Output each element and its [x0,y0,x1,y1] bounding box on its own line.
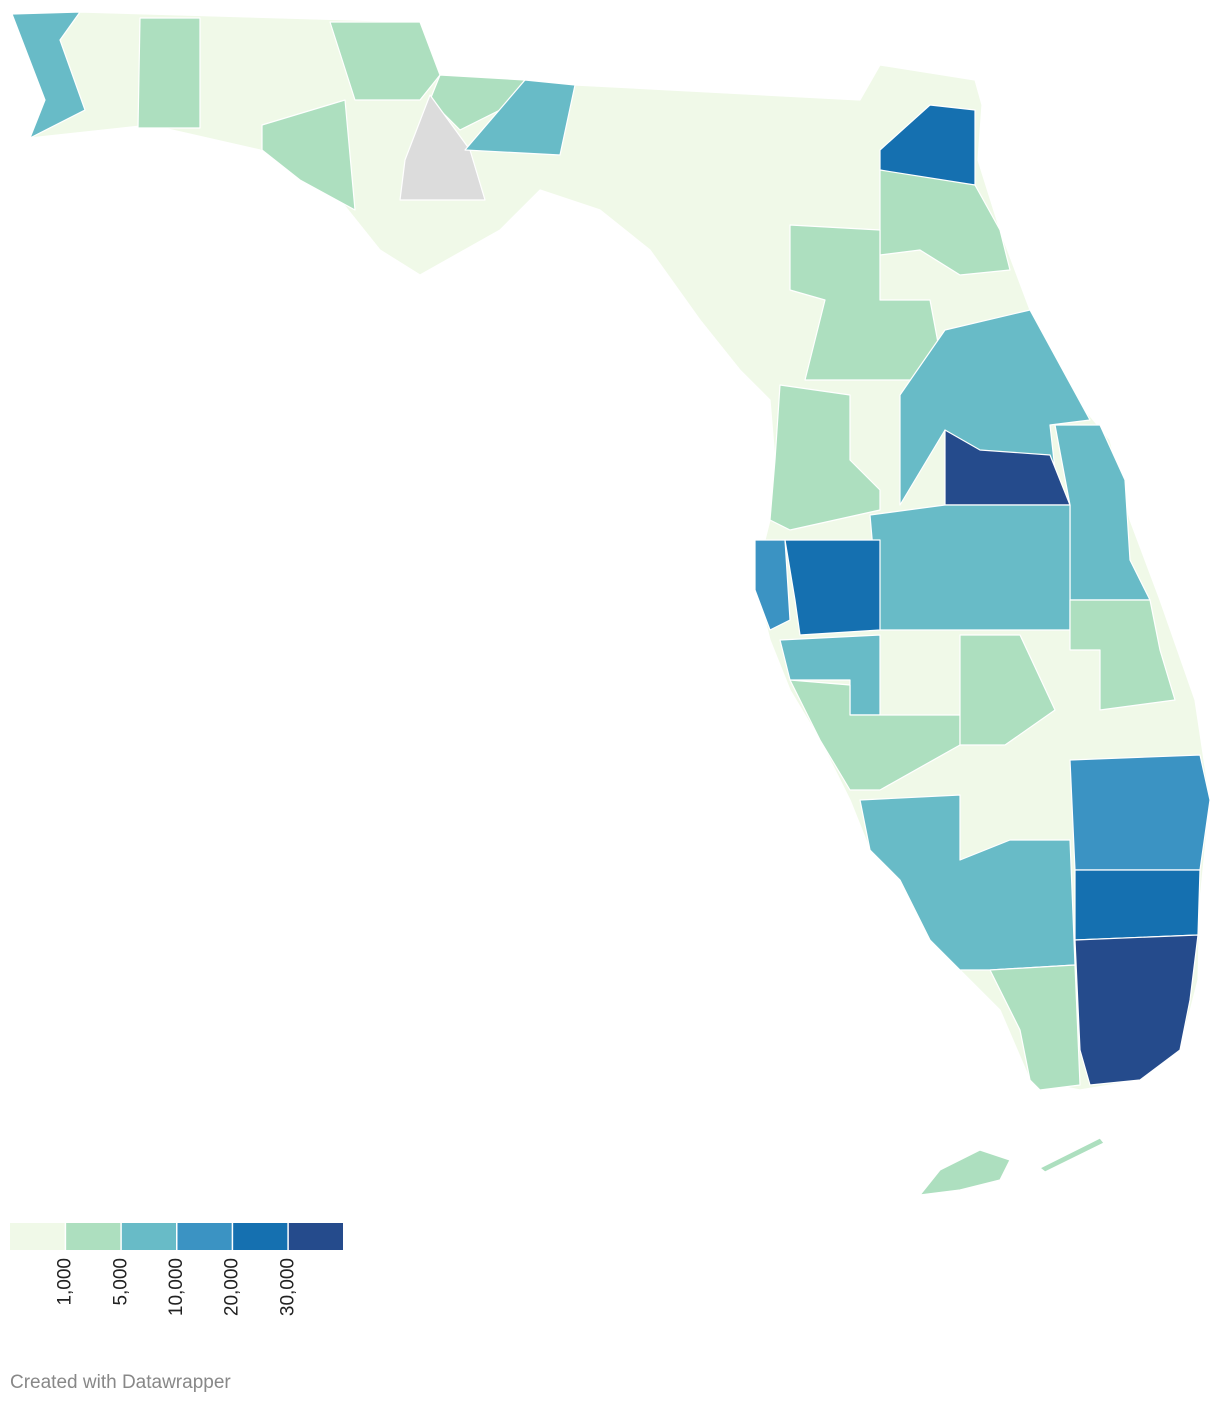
county-region [1039,1137,1105,1173]
county-region [464,79,576,156]
county-region [429,74,526,131]
county-region [137,17,201,129]
county-region [919,1149,1011,1196]
county-region [944,429,1071,506]
legend-tick-label: 5,000 [110,1258,131,1306]
county-region [989,964,1081,1091]
county-region [329,21,441,101]
county-region [754,539,791,631]
county-region [769,384,881,531]
county-region [879,169,1011,276]
legend-tick-label: 10,000 [166,1258,187,1316]
counties [11,11,1211,1196]
legend-swatch [10,1223,65,1250]
legend-swatch [288,1223,343,1250]
county-region [784,539,881,636]
legend-swatch [232,1223,288,1250]
legend-swatch [65,1223,121,1250]
legend-swatch [177,1223,232,1250]
legend-tick-label: 30,000 [277,1258,298,1316]
county-region [869,504,1071,631]
county-region [1069,599,1176,711]
legend-swatch [121,1223,176,1250]
county-region [399,94,486,201]
county-region [1074,869,1201,941]
county-region [261,99,356,211]
legend-tick-label: 1,000 [55,1258,76,1306]
footer: Created with Datawrapper [10,1372,231,1393]
legend-tick-label: 20,000 [222,1258,243,1316]
county-region [1074,934,1199,1086]
county-region [959,634,1056,746]
county-region [11,11,86,139]
county-region [1069,754,1211,871]
legend: 1,000 5,000 10,000 20,000 30,000 [10,1223,343,1316]
